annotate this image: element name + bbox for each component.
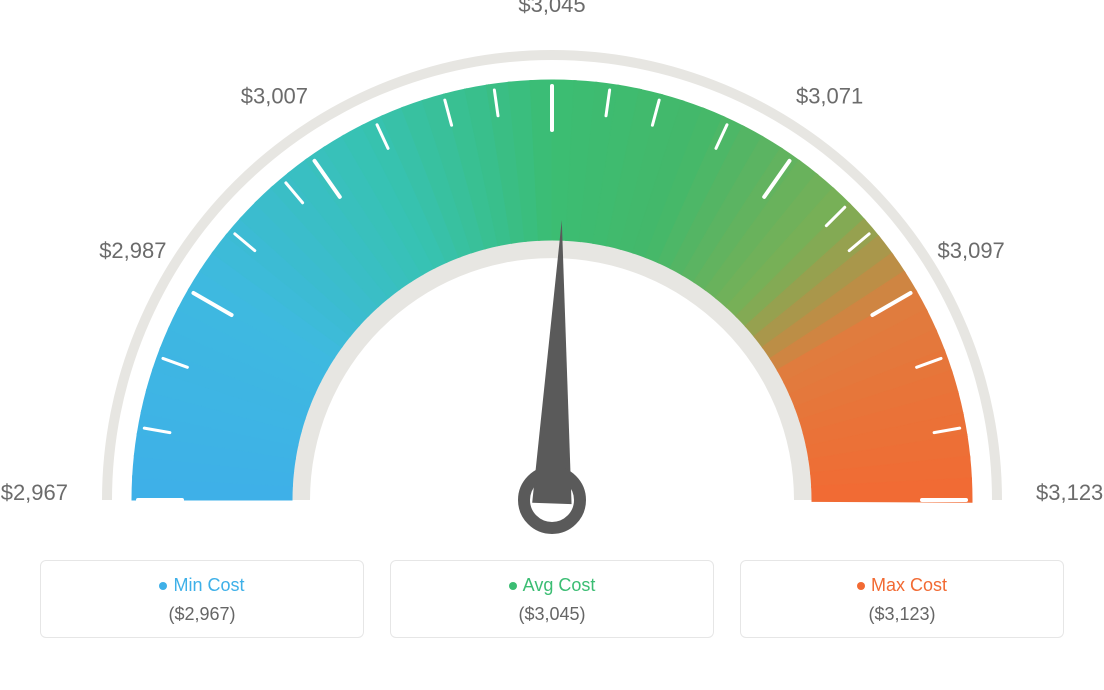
min-dot-icon <box>159 582 167 590</box>
gauge-tick-label: $3,045 <box>518 0 585 17</box>
cost-gauge-widget: $2,967 $2,987 $3,007 $3,045 $3,071 $3,097 $3,1… <box>0 0 1104 690</box>
gauge-tick-label: $3,007 <box>241 84 308 109</box>
min-cost-card: Min Cost ($2,967) <box>40 560 364 638</box>
min-cost-value: ($2,967) <box>51 604 353 625</box>
avg-cost-label: Avg Cost <box>401 575 703 596</box>
max-cost-label: Max Cost <box>751 575 1053 596</box>
summary-cards: Min Cost ($2,967) Avg Cost ($3,045) Max … <box>0 560 1104 638</box>
gauge-tick-label: $2,967 <box>1 480 68 505</box>
gauge-svg: $2,967 $2,987 $3,007 $3,045 $3,071 $3,097 $3,1… <box>0 0 1104 570</box>
avg-cost-value: ($3,045) <box>401 604 703 625</box>
avg-dot-icon <box>509 582 517 590</box>
max-dot-icon <box>857 582 865 590</box>
avg-cost-card: Avg Cost ($3,045) <box>390 560 714 638</box>
gauge-tick-label: $3,071 <box>796 84 863 109</box>
gauge-chart: $2,967 $2,987 $3,007 $3,045 $3,071 $3,097 $3,1… <box>0 0 1104 570</box>
max-label-text: Max Cost <box>871 575 947 595</box>
min-cost-label: Min Cost <box>51 575 353 596</box>
gauge-tick-label: $3,123 <box>1036 480 1103 505</box>
max-cost-value: ($3,123) <box>751 604 1053 625</box>
min-label-text: Min Cost <box>173 575 244 595</box>
max-cost-card: Max Cost ($3,123) <box>740 560 1064 638</box>
gauge-tick-label: $2,987 <box>99 238 166 263</box>
gauge-needle <box>532 220 571 504</box>
gauge-tick-label: $3,097 <box>938 238 1005 263</box>
avg-label-text: Avg Cost <box>523 575 596 595</box>
